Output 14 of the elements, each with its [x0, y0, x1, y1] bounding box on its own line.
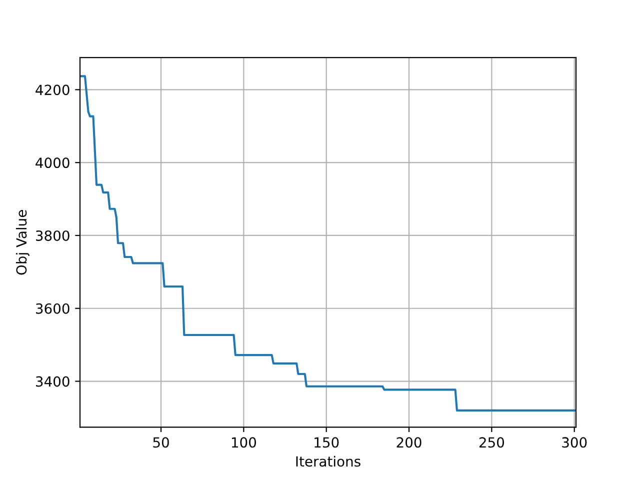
x-tick-label: 200 [396, 437, 422, 448]
x-tick-label: 50 [153, 437, 169, 448]
y-tick-label: 4000 [36, 158, 70, 168]
line-series [80, 75, 576, 412]
x-tick-label: 300 [562, 437, 587, 448]
y-axis-title: Obj Value [16, 210, 30, 275]
x-tick-label: 150 [314, 437, 339, 448]
y-tick-label: 3400 [36, 376, 70, 387]
x-tick-label: 250 [479, 437, 504, 448]
x-axis-title: Iterations [296, 456, 360, 467]
x-tick-label: 100 [232, 437, 256, 448]
y-tick-label: 3600 [36, 303, 70, 314]
y-tick-label: 3800 [36, 230, 70, 241]
y-tick-label: 4200 [36, 84, 70, 96]
